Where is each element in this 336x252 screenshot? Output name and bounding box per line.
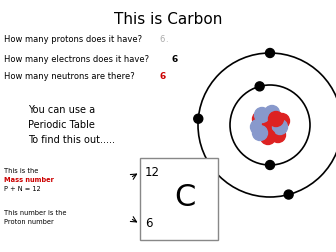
- Circle shape: [260, 130, 276, 144]
- Text: Periodic Table: Periodic Table: [28, 120, 95, 130]
- Text: 6: 6: [159, 72, 165, 81]
- Circle shape: [264, 106, 280, 120]
- Circle shape: [262, 117, 278, 133]
- Text: 6: 6: [171, 55, 177, 64]
- Circle shape: [194, 114, 203, 123]
- Circle shape: [252, 125, 267, 141]
- Text: .: .: [165, 35, 168, 44]
- Circle shape: [265, 48, 275, 57]
- Circle shape: [268, 111, 284, 127]
- Circle shape: [270, 128, 286, 142]
- Circle shape: [255, 82, 264, 91]
- Circle shape: [284, 190, 293, 199]
- Text: This is Carbon: This is Carbon: [114, 12, 222, 27]
- Text: You can use a: You can use a: [28, 105, 95, 115]
- Text: This number is the: This number is the: [4, 210, 67, 216]
- Circle shape: [265, 161, 275, 170]
- Text: Mass number: Mass number: [4, 177, 54, 183]
- Circle shape: [252, 111, 267, 127]
- Text: How many neutrons are there?: How many neutrons are there?: [4, 72, 140, 81]
- Text: How many electrons does it have?: How many electrons does it have?: [4, 55, 154, 64]
- Circle shape: [275, 113, 290, 129]
- Text: Proton number: Proton number: [4, 219, 54, 225]
- Text: 6: 6: [159, 35, 164, 44]
- Text: This is the: This is the: [4, 168, 38, 174]
- Text: To find this out.....: To find this out.....: [28, 135, 115, 145]
- Text: How many protons does it have?: How many protons does it have?: [4, 35, 148, 44]
- Circle shape: [254, 108, 269, 122]
- Text: 6: 6: [145, 217, 153, 230]
- Bar: [140, 158, 218, 240]
- Circle shape: [272, 119, 288, 135]
- Text: P + N = 12: P + N = 12: [4, 186, 41, 192]
- Circle shape: [258, 121, 274, 137]
- Text: C: C: [175, 183, 196, 212]
- Circle shape: [251, 119, 265, 135]
- Text: 12: 12: [145, 166, 160, 179]
